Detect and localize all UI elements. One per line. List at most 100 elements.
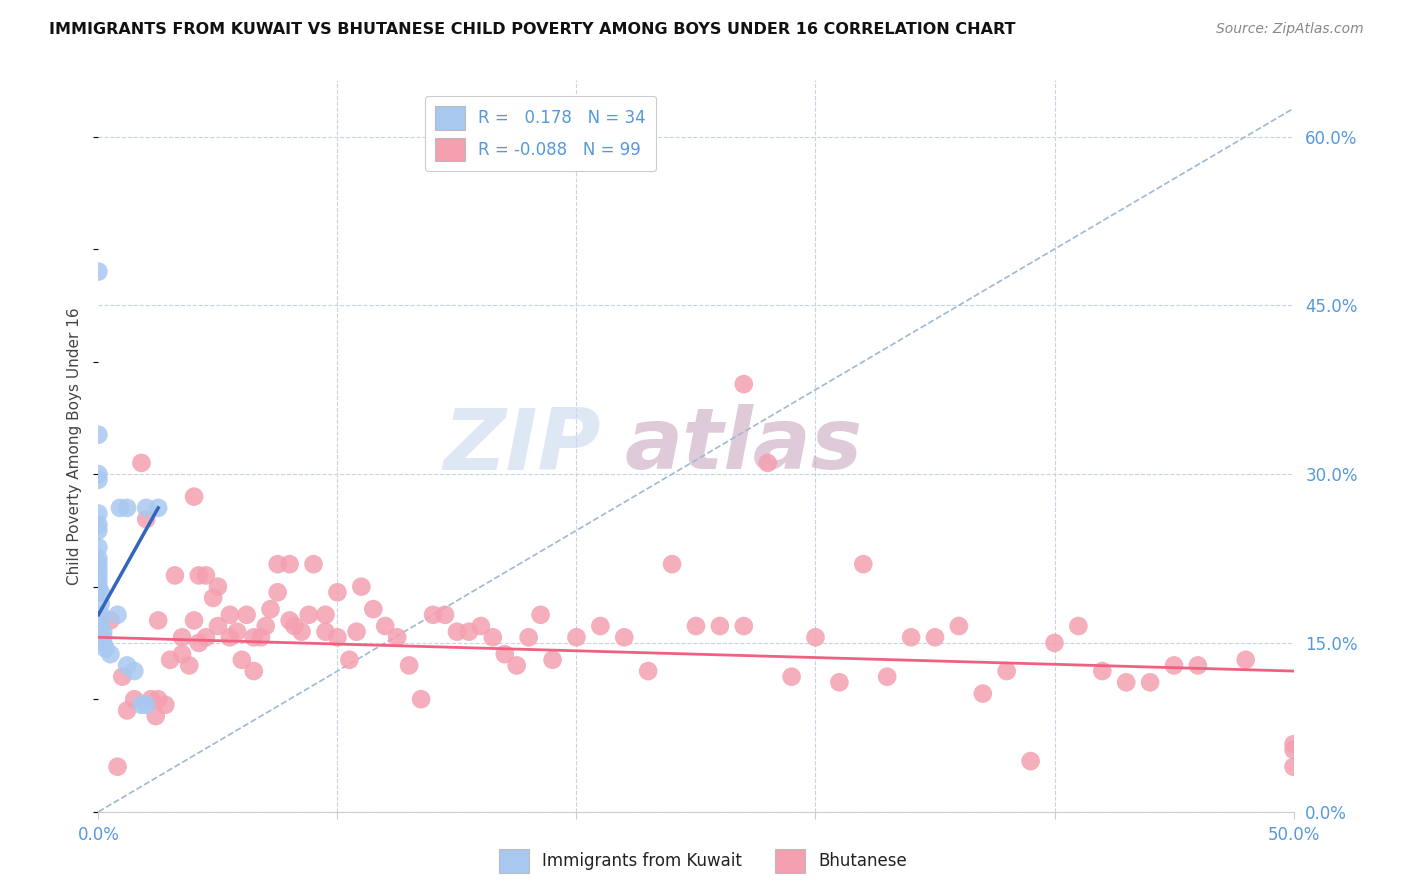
Point — [87, 551, 110, 566]
Text: IMMIGRANTS FROM KUWAIT VS BHUTANESE CHILD POVERTY AMONG BOYS UNDER 16 CORRELATIO: IMMIGRANTS FROM KUWAIT VS BHUTANESE CHIL… — [49, 22, 1015, 37]
Point — [107, 760, 129, 774]
Point — [145, 709, 167, 723]
Point — [565, 630, 588, 644]
Point — [291, 624, 314, 639]
Text: atlas: atlas — [624, 404, 862, 488]
Point — [195, 568, 218, 582]
Point — [804, 630, 827, 644]
Point — [900, 630, 922, 644]
Point — [1187, 658, 1209, 673]
Point — [159, 653, 181, 667]
Point — [115, 703, 138, 717]
Point — [250, 630, 273, 644]
Point — [661, 557, 683, 571]
Point — [972, 687, 994, 701]
Point — [278, 557, 301, 571]
Point — [446, 624, 468, 639]
Point — [326, 585, 349, 599]
Point — [87, 580, 110, 594]
Point — [924, 630, 946, 644]
Point — [315, 607, 337, 622]
Point — [283, 619, 305, 633]
Point — [780, 670, 803, 684]
Point — [187, 636, 209, 650]
Point — [98, 647, 122, 661]
Point — [87, 507, 110, 521]
Point — [148, 614, 170, 628]
Point — [637, 664, 659, 678]
Point — [685, 619, 707, 633]
Point — [231, 653, 253, 667]
Point — [135, 698, 157, 712]
Point — [135, 500, 157, 515]
Point — [90, 607, 112, 622]
Point — [995, 664, 1018, 678]
Point — [326, 630, 349, 644]
Point — [90, 585, 112, 599]
Point — [948, 619, 970, 633]
Point — [91, 630, 114, 644]
Point — [267, 557, 290, 571]
Point — [235, 607, 257, 622]
Point — [183, 490, 205, 504]
Point — [219, 607, 242, 622]
Point — [1067, 619, 1090, 633]
Point — [278, 614, 301, 628]
Point — [87, 563, 110, 577]
Point — [107, 607, 129, 622]
Text: Source: ZipAtlas.com: Source: ZipAtlas.com — [1216, 22, 1364, 37]
Point — [1139, 675, 1161, 690]
Point — [135, 512, 157, 526]
Point — [243, 664, 266, 678]
Point — [90, 624, 112, 639]
Point — [374, 619, 396, 633]
Point — [226, 624, 249, 639]
Point — [115, 658, 138, 673]
Point — [315, 624, 337, 639]
Point — [494, 647, 516, 661]
Point — [481, 630, 505, 644]
Point — [458, 624, 481, 639]
Point — [87, 541, 110, 555]
Point — [1163, 658, 1185, 673]
Point — [243, 630, 266, 644]
Point — [363, 602, 385, 616]
Point — [131, 456, 153, 470]
Legend: Immigrants from Kuwait, Bhutanese: Immigrants from Kuwait, Bhutanese — [492, 842, 914, 880]
Point — [733, 619, 755, 633]
Point — [385, 630, 409, 644]
Point — [756, 456, 779, 470]
Point — [87, 574, 110, 588]
Point — [91, 624, 114, 639]
Point — [155, 698, 177, 712]
Point — [91, 636, 114, 650]
Point — [94, 641, 117, 656]
Point — [87, 467, 110, 482]
Point — [148, 500, 170, 515]
Point — [422, 607, 444, 622]
Point — [87, 585, 110, 599]
Point — [179, 658, 201, 673]
Point — [115, 500, 138, 515]
Point — [1091, 664, 1114, 678]
Point — [350, 580, 373, 594]
Point — [541, 653, 564, 667]
Point — [267, 585, 290, 599]
Point — [411, 692, 433, 706]
Point — [398, 658, 420, 673]
Point — [195, 630, 218, 644]
Point — [434, 607, 457, 622]
Point — [124, 692, 146, 706]
Point — [87, 557, 110, 571]
Point — [254, 619, 277, 633]
Point — [87, 427, 110, 442]
Point — [87, 473, 110, 487]
Point — [172, 630, 194, 644]
Point — [828, 675, 851, 690]
Point — [187, 568, 209, 582]
Point — [709, 619, 731, 633]
Point — [876, 670, 898, 684]
Point — [98, 614, 122, 628]
Point — [219, 630, 242, 644]
Point — [87, 517, 110, 532]
